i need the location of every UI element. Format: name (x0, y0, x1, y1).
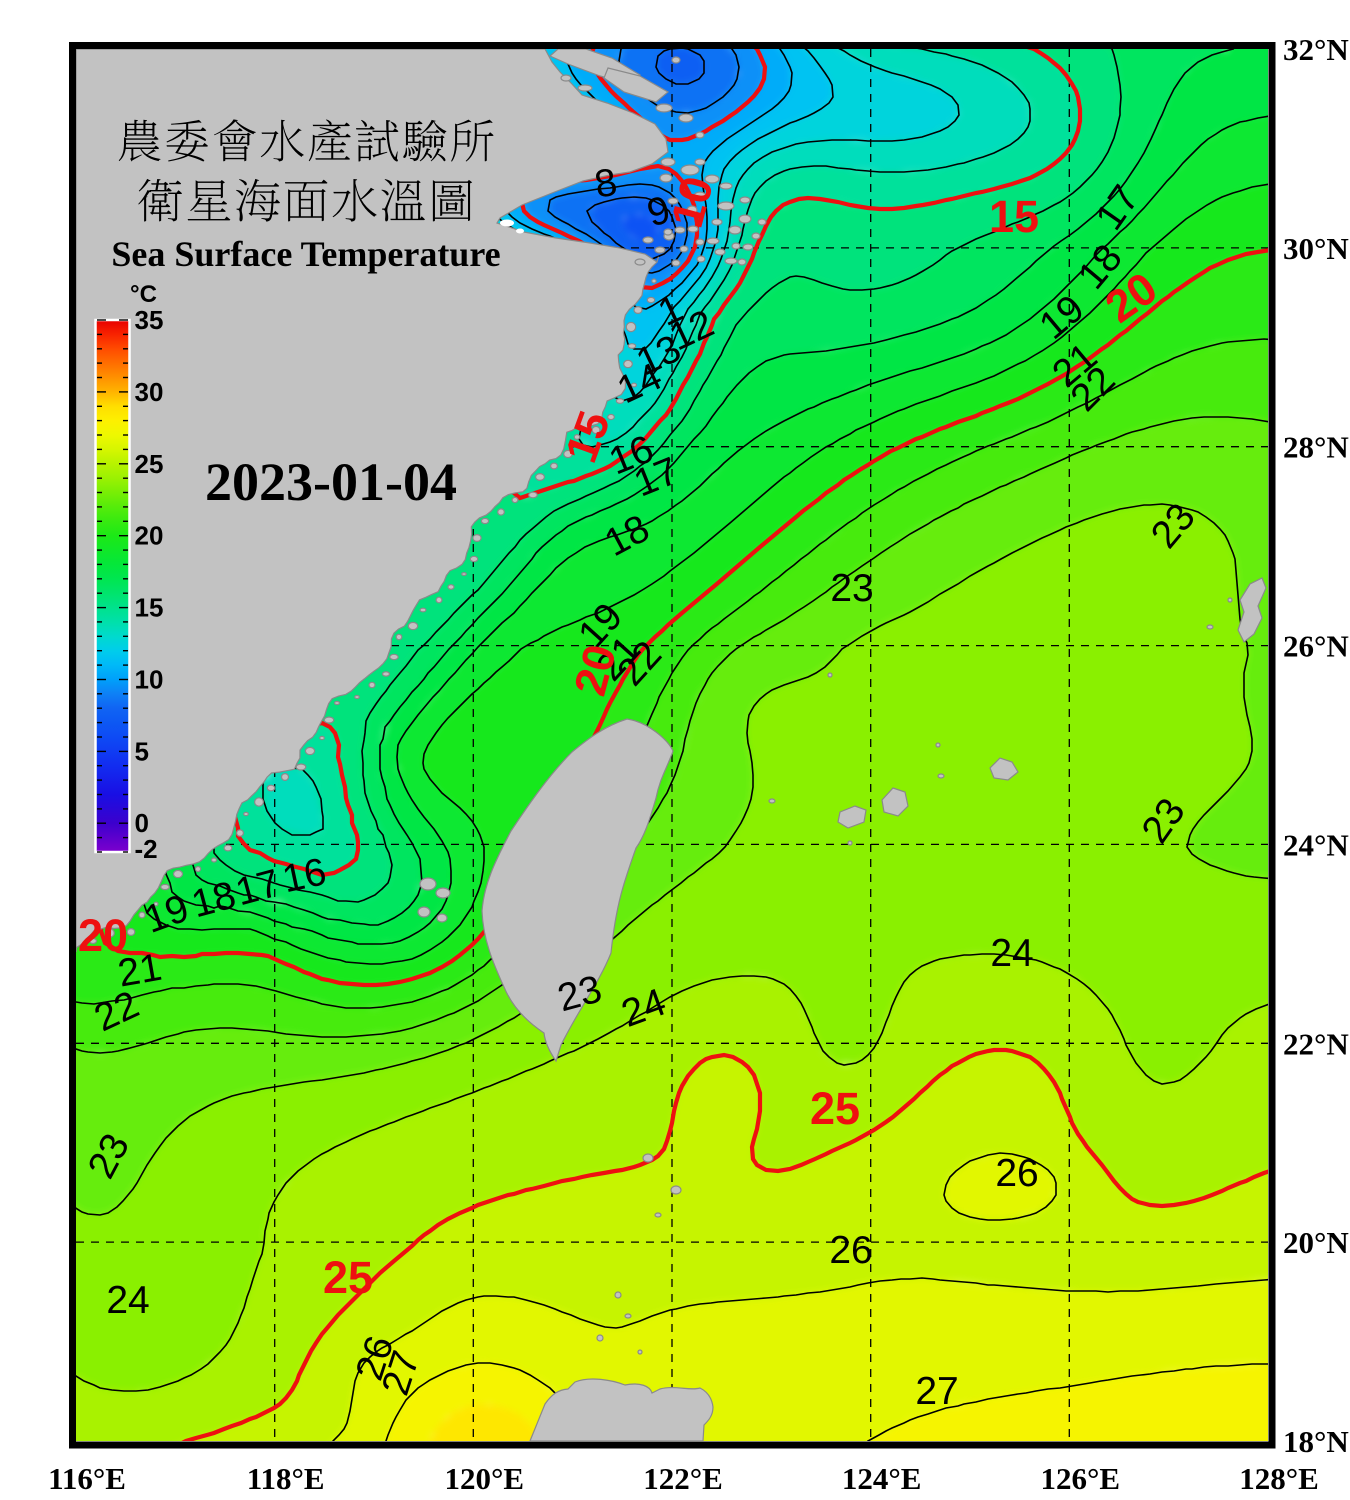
svg-text:26: 26 (829, 1229, 872, 1272)
svg-text:°C: °C (130, 281, 157, 308)
svg-text:Sea Surface Temperature: Sea Surface Temperature (111, 234, 500, 274)
svg-text:35: 35 (135, 305, 164, 335)
svg-text:18°N: 18°N (1283, 1424, 1349, 1459)
svg-text:28°N: 28°N (1283, 430, 1349, 465)
svg-text:5: 5 (135, 736, 149, 766)
svg-text:124°E: 124°E (842, 1461, 922, 1496)
svg-text:32°N: 32°N (1283, 32, 1349, 67)
svg-text:25: 25 (810, 1083, 860, 1134)
svg-text:30: 30 (135, 377, 164, 407)
svg-text:23: 23 (830, 567, 873, 610)
svg-text:25: 25 (323, 1252, 373, 1303)
svg-text:-2: -2 (135, 834, 158, 864)
svg-text:22°N: 22°N (1283, 1026, 1349, 1061)
svg-text:20°N: 20°N (1283, 1225, 1349, 1260)
svg-text:24: 24 (106, 1279, 149, 1322)
svg-text:15: 15 (989, 191, 1039, 242)
svg-text:20: 20 (135, 521, 164, 551)
svg-text:24: 24 (990, 932, 1033, 975)
svg-text:27: 27 (915, 1370, 958, 1413)
svg-text:2023-01-04: 2023-01-04 (205, 452, 457, 512)
svg-text:15: 15 (135, 593, 164, 623)
svg-text:118°E: 118°E (247, 1461, 325, 1496)
svg-text:122°E: 122°E (643, 1461, 723, 1496)
svg-text:10: 10 (135, 665, 164, 695)
svg-text:120°E: 120°E (445, 1461, 525, 1496)
svg-text:25: 25 (135, 449, 164, 479)
svg-text:21: 21 (115, 946, 165, 996)
svg-text:26: 26 (995, 1152, 1038, 1195)
svg-text:128°E: 128°E (1239, 1461, 1319, 1496)
svg-text:0: 0 (135, 808, 149, 838)
svg-text:116°E: 116°E (48, 1461, 126, 1496)
svg-text:24°N: 24°N (1283, 827, 1349, 862)
svg-text:16: 16 (279, 850, 330, 901)
svg-text:126°E: 126°E (1041, 1461, 1121, 1496)
svg-text:26°N: 26°N (1283, 629, 1349, 664)
svg-text:20: 20 (78, 910, 128, 961)
svg-text:30°N: 30°N (1283, 231, 1349, 266)
